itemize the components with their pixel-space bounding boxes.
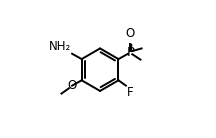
- Text: P: P: [126, 46, 134, 59]
- Text: O: O: [67, 79, 77, 92]
- Text: NH₂: NH₂: [49, 40, 71, 53]
- Text: F: F: [126, 86, 133, 99]
- Text: O: O: [126, 27, 135, 40]
